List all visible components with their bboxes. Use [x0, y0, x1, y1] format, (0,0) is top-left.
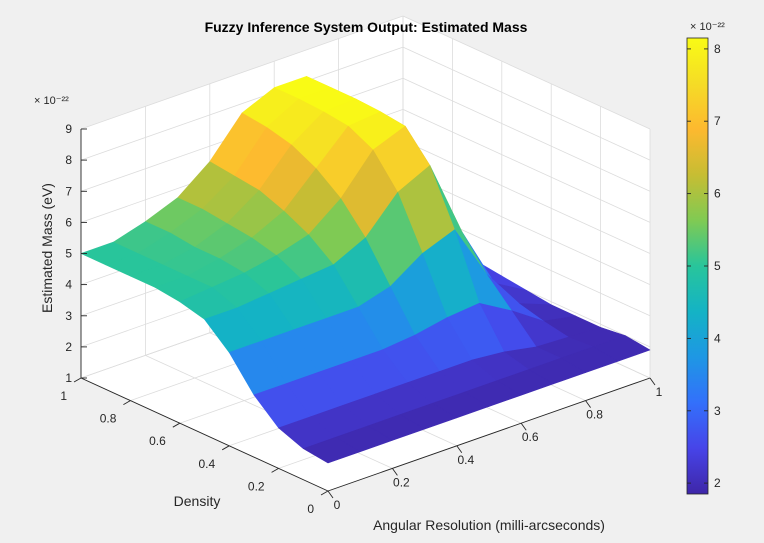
- z-axis-label: Estimated Mass (eV): [39, 183, 55, 313]
- grid-line: [402, 109, 651, 223]
- y-tick-mark: [271, 468, 279, 473]
- colorbar-ticks: 2 3 4 5 6 7 8: [687, 42, 721, 490]
- y-tick-mark: [221, 445, 230, 451]
- y-tick-label: 0.8: [100, 412, 117, 426]
- x-axis-label: Angular Resolution (milli-arcseconds): [373, 517, 605, 533]
- tick-labels: 0 0.2 0.4 0.6 0.8 1 0 0.2 0.4 0.6 0.8 1 1 2 3 4 5 6 7 8 9: [60, 122, 662, 516]
- x-tick-label: 0: [334, 498, 341, 512]
- y-tick-mark: [73, 377, 82, 383]
- x-tick-label: 1: [656, 385, 663, 399]
- z-tick-label: 2: [65, 340, 72, 354]
- grid-line: [80, 15, 404, 130]
- z-tick-label: 4: [65, 278, 72, 292]
- y-tick-mark: [320, 490, 329, 496]
- grid-line: [80, 46, 404, 161]
- y-axis-line: [80, 377, 329, 492]
- colorbar-tick-label: 2: [714, 476, 721, 490]
- grid-line: [402, 171, 651, 285]
- x-tick-mark: [456, 445, 463, 454]
- colorbar-tick-label: 7: [714, 114, 721, 128]
- y-tick-label: 1: [60, 389, 67, 403]
- grid-line: [402, 46, 651, 161]
- z-tick-label: 1: [65, 371, 72, 385]
- x-tick-mark: [585, 400, 591, 408]
- x-tick-label: 0.2: [393, 475, 410, 489]
- x-tick-label: 0.4: [457, 453, 474, 467]
- colorbar[interactable]: 2 3 4 5 6 7 8 × 10⁻²²: [686, 21, 725, 495]
- y-axis-label: Density: [174, 493, 221, 509]
- y-tick-mark: [172, 422, 181, 428]
- y-tick-label: 0: [307, 502, 314, 516]
- x-tick-mark: [327, 490, 334, 499]
- z-tick-label: 8: [65, 153, 72, 167]
- x-tick-mark: [649, 377, 656, 386]
- colorbar-tick-label: 6: [714, 187, 721, 201]
- z-tick-label: 9: [65, 122, 72, 136]
- grid-line: [402, 77, 651, 192]
- x-axis-line: [327, 377, 651, 492]
- x-tick-mark: [520, 422, 527, 431]
- colorbar-tick-label: 8: [714, 42, 721, 56]
- z-tick-label: 6: [65, 215, 72, 229]
- surface[interactable]: [80, 76, 651, 464]
- y-tick-label: 0.6: [149, 434, 166, 448]
- z-tick-label: 7: [65, 184, 72, 198]
- x-tick-label: 0.6: [522, 430, 539, 444]
- grid-line: [402, 15, 651, 130]
- y-tick-label: 0.4: [199, 457, 216, 471]
- colorbar-tick-label: 3: [714, 404, 721, 418]
- grid-line: [402, 140, 651, 254]
- y-tick-mark: [123, 400, 131, 405]
- colorbar-tick-label: 5: [714, 259, 721, 273]
- y-tick-label: 0.2: [248, 479, 265, 493]
- surface-patch: [302, 436, 361, 464]
- chart-title: Fuzzy Inference System Output: Estimated…: [205, 19, 528, 35]
- z-axis-exponent: × 10⁻²²: [34, 95, 69, 107]
- colorbar-exponent: × 10⁻²²: [690, 21, 725, 33]
- z-tick-label: 3: [65, 309, 72, 323]
- x-tick-mark: [392, 468, 398, 476]
- colorbar-tick-label: 4: [714, 331, 721, 345]
- z-tick-label: 5: [65, 247, 72, 261]
- x-tick-label: 0.8: [586, 408, 603, 422]
